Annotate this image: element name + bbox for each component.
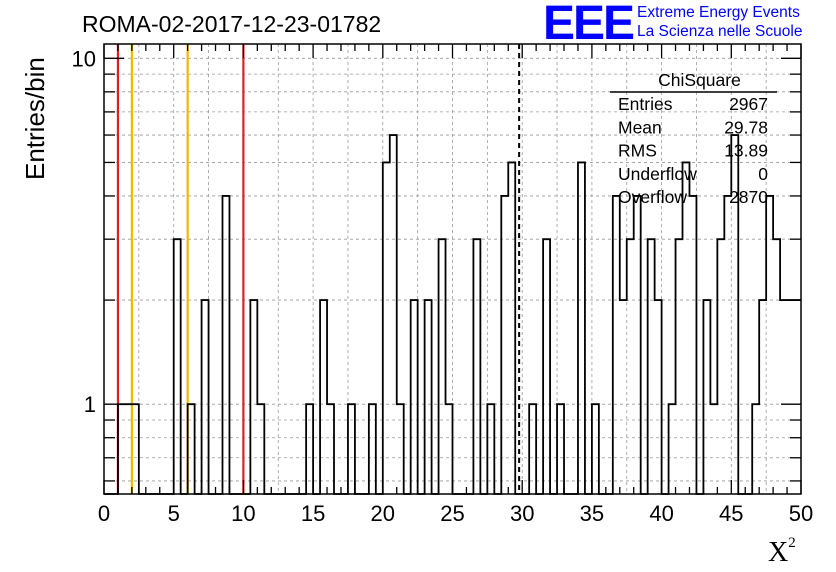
x-tick-label: 50 xyxy=(789,501,813,526)
histogram-bin xyxy=(759,300,766,494)
x-tick-label: 45 xyxy=(719,501,743,526)
x-axis-label-base: X xyxy=(768,537,789,568)
grid xyxy=(104,44,801,494)
stats-box: ChiSquare Entries 2967 Mean 29.78 RMS 13.89 Und… xyxy=(610,70,777,207)
histogram-bin xyxy=(773,239,780,494)
stats-value: 0 xyxy=(758,164,768,184)
histogram-bin xyxy=(473,239,480,494)
histogram-bin xyxy=(620,300,627,494)
stats-value: 2967 xyxy=(729,94,768,114)
histogram-bin xyxy=(501,196,508,494)
histogram-bin xyxy=(425,300,432,494)
histogram-bin xyxy=(676,239,683,494)
histogram-bin xyxy=(383,162,390,494)
x-tick-label: 20 xyxy=(371,501,395,526)
histogram-bin xyxy=(118,404,125,494)
x-tick-label: 25 xyxy=(440,501,464,526)
histogram-bin xyxy=(397,404,404,494)
stats-label: Overflow xyxy=(618,187,687,207)
x-tick-label: 15 xyxy=(301,501,325,526)
stats-box-title: ChiSquare xyxy=(658,70,741,90)
histogram-bin xyxy=(766,196,773,494)
histogram-bin xyxy=(222,196,229,494)
stats-label: RMS xyxy=(618,141,657,161)
histogram-bin xyxy=(529,404,536,494)
histogram-bin xyxy=(250,300,257,494)
y-axis-ticks: 1 10 xyxy=(72,46,801,482)
histogram-bin xyxy=(634,196,641,494)
histogram-bin xyxy=(390,135,397,494)
histogram-bin xyxy=(446,404,453,494)
histogram-bin xyxy=(669,404,676,494)
x-tick-label: 30 xyxy=(510,501,534,526)
y-tick-label: 10 xyxy=(72,46,96,71)
histogram-bin xyxy=(655,300,662,494)
x-tick-label: 5 xyxy=(168,501,180,526)
histogram-bin xyxy=(439,239,446,494)
stats-label: Entries xyxy=(618,94,673,114)
histogram-bin xyxy=(689,196,696,494)
histogram-bin xyxy=(188,404,195,494)
histogram-bin xyxy=(320,300,327,494)
x-tick-label: 10 xyxy=(231,501,255,526)
logo-text: Extreme Energy Events La Scienza nelle S… xyxy=(637,3,802,41)
histogram-bin xyxy=(257,404,264,494)
x-axis-ticks: 0 5 10 15 20 25 30 35 40 45 50 xyxy=(98,44,813,526)
histogram-bin xyxy=(348,404,355,494)
histogram-bin xyxy=(710,404,717,494)
histogram-bin xyxy=(543,239,550,494)
histogram-bin xyxy=(787,300,794,494)
stats-label: Mean xyxy=(618,117,662,137)
histogram-bin xyxy=(613,196,620,494)
histogram-bin xyxy=(306,404,313,494)
histogram-bin xyxy=(132,404,139,494)
x-axis-label-sup: 2 xyxy=(788,535,796,551)
histogram-bin xyxy=(780,300,787,494)
histogram-bin xyxy=(592,404,599,494)
x-tick-label: 40 xyxy=(649,501,673,526)
histogram-bin xyxy=(648,239,655,494)
chart-title: ROMA-02-2017-12-23-01782 xyxy=(82,11,382,37)
histogram-bin xyxy=(487,404,494,494)
histogram-bin xyxy=(174,239,181,494)
histogram-bin xyxy=(752,404,759,494)
stats-value: 2870 xyxy=(729,187,768,207)
histogram-bin xyxy=(202,300,209,494)
histogram-bin xyxy=(327,404,334,494)
histogram-bin xyxy=(557,404,564,494)
logo-line-1: Extreme Energy Events xyxy=(637,4,800,21)
x-tick-label: 0 xyxy=(98,501,110,526)
eee-logo: EEE xyxy=(543,0,635,50)
y-tick-label: 1 xyxy=(84,392,96,417)
histogram-bin xyxy=(717,239,724,494)
histogram-bin xyxy=(724,196,731,494)
reference-lines xyxy=(116,44,521,494)
logo-line-2: La Scienza nelle Scuole xyxy=(637,23,803,40)
histogram-bin xyxy=(703,300,710,494)
x-tick-label: 35 xyxy=(580,501,604,526)
histogram-bin xyxy=(369,404,376,494)
stats-value: 13.89 xyxy=(724,141,768,161)
histogram-bin xyxy=(794,300,801,494)
histogram-bin xyxy=(627,239,634,494)
histogram-bin xyxy=(411,300,418,494)
histogram-bin xyxy=(508,162,515,494)
stats-value: 29.78 xyxy=(724,117,768,137)
histogram-bin xyxy=(683,162,690,494)
histogram-bin xyxy=(125,404,132,494)
stats-label: Underflow xyxy=(618,164,697,184)
histogram-bin xyxy=(578,162,585,494)
x-axis-label: X2 xyxy=(768,535,796,569)
